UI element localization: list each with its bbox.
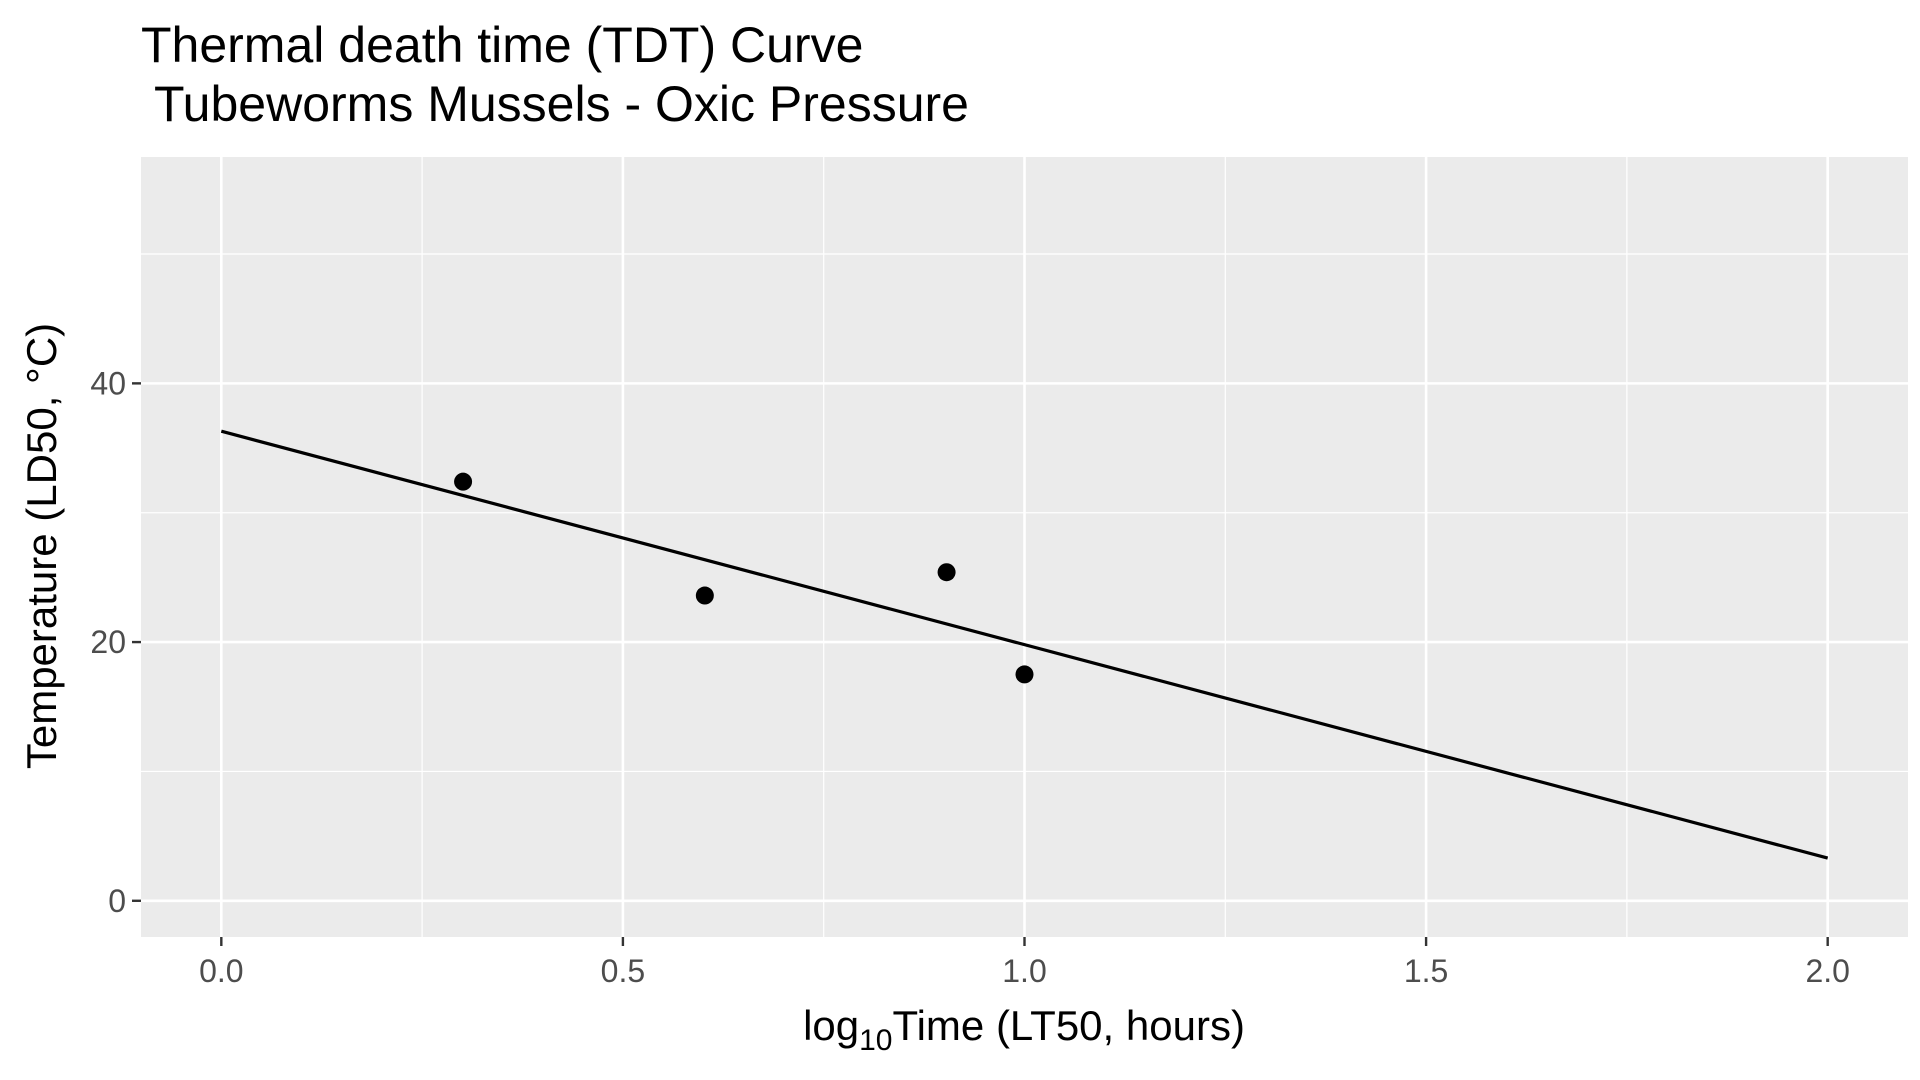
x-axis-title-suffix: Time (LT50, hours) [893,1002,1245,1049]
x-tick-label: 2.0 [1805,953,1849,989]
y-tick-label: 20 [90,624,126,660]
major-gridlines [141,157,1908,937]
regression-line [220,429,1829,860]
data-point-1 [454,472,473,491]
y-axis-title: Temperature (LD50, °C) [18,323,65,769]
y-tick-label: 40 [90,365,126,401]
x-tick-label: 1.0 [1002,953,1046,989]
x-axis-title-prefix: log [803,1002,859,1049]
y-tick-label: 0 [108,883,126,919]
x-tick-label: 1.5 [1404,953,1448,989]
y-axis-ticks: 0 20 40 [90,365,141,919]
data-point-4 [1015,665,1034,684]
regression-line-group [220,429,1829,860]
data-point-3 [937,563,956,582]
x-axis-ticks: 0.0 0.5 1.0 1.5 2.0 [199,937,1850,989]
data-point-2 [695,586,714,605]
x-tick-label: 0.0 [199,953,243,989]
x-axis-title-subscript: 10 [859,1024,892,1057]
x-tick-label: 0.5 [601,953,645,989]
chart-title-line1: Thermal death time (TDT) Curve [141,17,863,73]
data-points [454,472,1034,684]
chart-title-line2: Tubeworms Mussels - Oxic Pressure [141,76,969,132]
x-axis-title: log10Time (LT50, hours) [803,1002,1245,1057]
